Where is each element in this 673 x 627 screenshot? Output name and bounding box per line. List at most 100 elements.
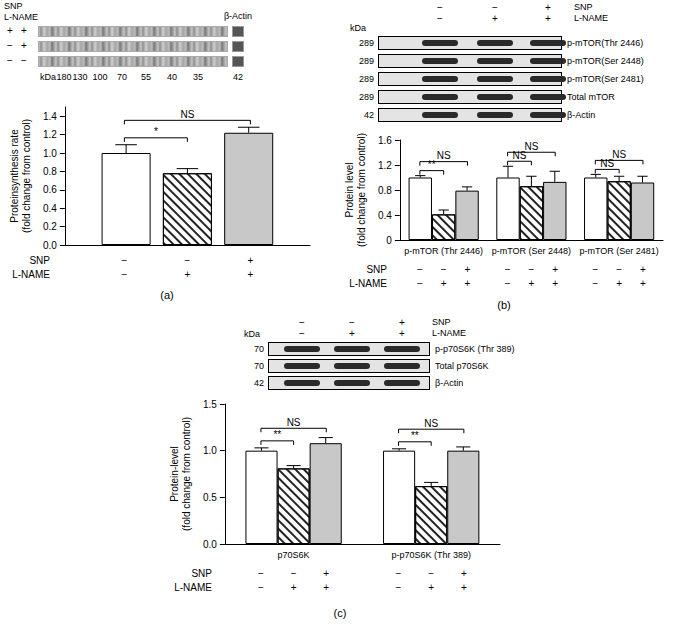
- svg-text:−: −: [505, 278, 511, 289]
- svg-text:−: −: [417, 264, 423, 275]
- svg-text:NS: NS: [512, 149, 527, 161]
- svg-text:−: −: [417, 278, 423, 289]
- svg-text:−: −: [184, 255, 190, 266]
- svg-text:L-NAME: L-NAME: [174, 582, 212, 593]
- svg-text:**: **: [428, 159, 436, 170]
- svg-text:+: +: [552, 264, 558, 275]
- svg-text:−: −: [258, 582, 264, 593]
- html-text:55: 55: [141, 72, 151, 82]
- svg-text:1.2: 1.2: [43, 129, 57, 140]
- svg-text:p70S6K: p70S6K: [278, 550, 310, 560]
- svg-text:p-mTOR (Thr 2446): p-mTOR (Thr 2446): [404, 246, 483, 256]
- svg-text:p-mTOR (Ser 2481): p-mTOR (Ser 2481): [579, 246, 658, 256]
- svg-text:+: +: [247, 255, 253, 266]
- svg-text:Proteinsynthesis rate: Proteinsynthesis rate: [9, 129, 20, 223]
- svg-text:**: **: [273, 429, 281, 440]
- svg-text:NS: NS: [600, 157, 615, 169]
- svg-text:+: +: [441, 278, 447, 289]
- html-text:SNP: SNP: [574, 2, 593, 12]
- html-text:(b): (b): [497, 299, 511, 311]
- svg-text:0.8: 0.8: [43, 166, 57, 177]
- svg-text:+: +: [323, 568, 329, 579]
- html-text:β-Actin: β-Actin: [223, 11, 253, 21]
- svg-text:(fold change from control): (fold change from control): [181, 417, 192, 531]
- svg-text:+: +: [184, 269, 190, 280]
- svg-text:SNP: SNP: [191, 568, 212, 579]
- html-text:SNP: SNP: [4, 1, 23, 11]
- html-text:L-NAME: L-NAME: [574, 13, 608, 23]
- svg-text:1.6: 1.6: [378, 135, 392, 146]
- svg-text:+: +: [461, 568, 467, 579]
- svg-text:0.6: 0.6: [43, 184, 57, 195]
- svg-text:+: +: [528, 278, 534, 289]
- svg-text:0.4: 0.4: [378, 210, 392, 221]
- html-text:kDa 180 130: kDa 180 130: [40, 72, 88, 82]
- svg-text:L-NAME: L-NAME: [12, 269, 50, 280]
- svg-text:0.0: 0.0: [203, 539, 217, 550]
- svg-text:Protein level: Protein level: [344, 162, 355, 217]
- svg-text:+: +: [552, 278, 558, 289]
- svg-text:−: −: [592, 264, 598, 275]
- html-text:35: 35: [193, 72, 203, 82]
- svg-text:SNP: SNP: [366, 264, 387, 275]
- svg-text:1.2: 1.2: [378, 160, 392, 171]
- svg-text:+: +: [465, 278, 471, 289]
- svg-text:NS: NS: [437, 150, 451, 161]
- svg-text:1.4: 1.4: [43, 111, 57, 122]
- svg-text:**: **: [411, 430, 419, 441]
- svg-text:L-NAME: L-NAME: [349, 278, 387, 289]
- svg-text:NS: NS: [424, 418, 438, 429]
- svg-text:+: +: [461, 582, 467, 593]
- svg-text:+: +: [428, 582, 434, 593]
- svg-text:0.5: 0.5: [203, 492, 217, 503]
- svg-text:+: +: [616, 278, 622, 289]
- html-text:(a): (a): [160, 289, 174, 301]
- svg-text:−: −: [258, 568, 264, 579]
- html-text:(c): (c): [333, 607, 347, 619]
- svg-text:(fold change from control): (fold change from control): [356, 133, 367, 247]
- svg-text:+: +: [247, 269, 253, 280]
- html-text:70: 70: [117, 72, 127, 82]
- svg-text:−: −: [505, 264, 511, 275]
- svg-text:0.8: 0.8: [378, 185, 392, 196]
- svg-text:−: −: [616, 264, 622, 275]
- svg-text:−: −: [528, 264, 534, 275]
- svg-text:−: −: [396, 582, 402, 593]
- svg-text:0.4: 0.4: [43, 203, 57, 214]
- html-text:42: 42: [233, 72, 243, 82]
- svg-text:−: −: [121, 255, 127, 266]
- html-text:40: 40: [167, 72, 177, 82]
- svg-text:+: +: [640, 278, 646, 289]
- svg-text:−: −: [428, 568, 434, 579]
- svg-text:−: −: [592, 278, 598, 289]
- svg-text:1.5: 1.5: [203, 399, 217, 410]
- html-text:kDa: kDa: [350, 23, 366, 33]
- svg-text:0.2: 0.2: [43, 221, 57, 232]
- html-text:L-NAME: L-NAME: [4, 12, 38, 22]
- svg-text:SNP: SNP: [29, 255, 50, 266]
- svg-text:p-mTOR (Ser 2448): p-mTOR (Ser 2448): [492, 246, 571, 256]
- svg-text:NS: NS: [524, 141, 538, 152]
- svg-text:NS: NS: [180, 109, 194, 120]
- svg-text:−: −: [441, 264, 447, 275]
- svg-text:NS: NS: [287, 417, 301, 428]
- svg-text:−: −: [291, 568, 297, 579]
- svg-text:0: 0: [386, 235, 392, 246]
- svg-text:NS: NS: [612, 149, 626, 160]
- svg-text:−: −: [121, 269, 127, 280]
- svg-text:0.0: 0.0: [43, 240, 57, 251]
- svg-text:*: *: [154, 126, 158, 137]
- html-text:p-mTOR(Thr 2446): p-mTOR(Thr 2446): [567, 38, 644, 48]
- svg-text:Protein-level: Protein-level: [169, 446, 180, 502]
- svg-text:p-p70S6K (Thr 389): p-p70S6K (Thr 389): [391, 550, 471, 560]
- svg-text:+: +: [291, 582, 297, 593]
- html-text:289: 289: [359, 38, 374, 48]
- svg-text:+: +: [640, 264, 646, 275]
- svg-text:−: −: [396, 568, 402, 579]
- svg-text:(fold change from control): (fold change from control): [21, 119, 32, 233]
- html-text:100: 100: [92, 72, 108, 82]
- svg-text:+: +: [323, 582, 329, 593]
- svg-text:1.0: 1.0: [203, 445, 217, 456]
- svg-text:+: +: [465, 264, 471, 275]
- svg-text:1.0: 1.0: [43, 148, 57, 159]
